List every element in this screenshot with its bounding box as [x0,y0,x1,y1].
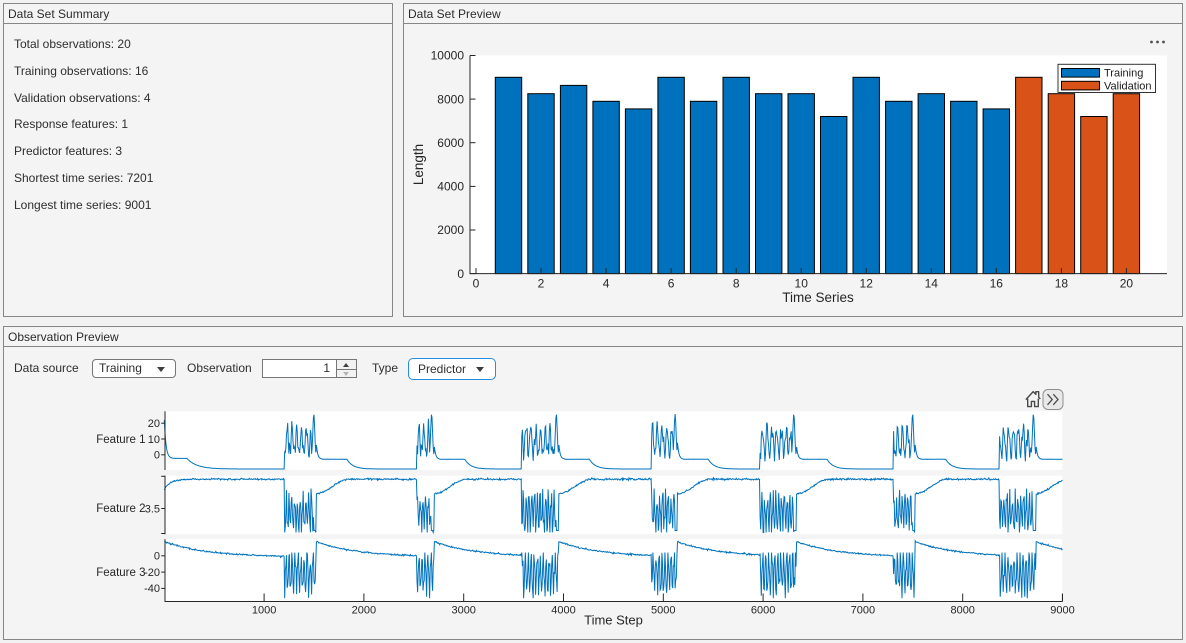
svg-text:9000: 9000 [1050,605,1074,617]
svg-text:Feature 2: Feature 2 [96,503,145,515]
svg-text:Length: Length [411,144,426,185]
svg-text:0: 0 [154,551,160,563]
svg-text:8000: 8000 [437,92,464,106]
svg-text:20: 20 [1120,277,1134,291]
svg-text:2: 2 [538,277,545,291]
svg-text:6000: 6000 [437,136,464,150]
svg-text:Time Step: Time Step [584,613,643,628]
svg-text:3.5: 3.5 [145,503,160,515]
svg-text:20: 20 [148,418,160,430]
svg-text:14: 14 [925,277,939,291]
svg-text:Time Series: Time Series [782,290,854,305]
svg-text:0: 0 [154,450,160,462]
svg-text:2000: 2000 [437,223,464,237]
svg-text:5000: 5000 [651,605,675,617]
svg-text:8000: 8000 [950,605,974,617]
svg-text:10: 10 [795,277,809,291]
svg-text:16: 16 [990,277,1004,291]
svg-text:4000: 4000 [551,605,575,617]
svg-text:4000: 4000 [437,180,464,194]
svg-text:8: 8 [733,277,740,291]
svg-text:3000: 3000 [451,605,475,617]
svg-text:2000: 2000 [352,605,376,617]
svg-text:Feature 1: Feature 1 [96,434,145,446]
svg-text:0: 0 [473,277,480,291]
svg-text:18: 18 [1055,277,1069,291]
svg-text:10000: 10000 [431,49,465,63]
svg-text:6000: 6000 [751,605,775,617]
svg-text:1000: 1000 [252,605,276,617]
svg-text:-40: -40 [144,583,160,595]
svg-text:4: 4 [603,277,610,291]
svg-text:6: 6 [668,277,675,291]
svg-text:10: 10 [148,434,160,446]
svg-text:Validation: Validation [1104,80,1152,92]
svg-text:Feature 3: Feature 3 [96,567,145,579]
svg-text:-20: -20 [144,567,160,579]
svg-text:7000: 7000 [851,605,875,617]
svg-text:0: 0 [457,267,464,281]
svg-text:Training: Training [1104,68,1143,80]
svg-text:12: 12 [860,277,874,291]
